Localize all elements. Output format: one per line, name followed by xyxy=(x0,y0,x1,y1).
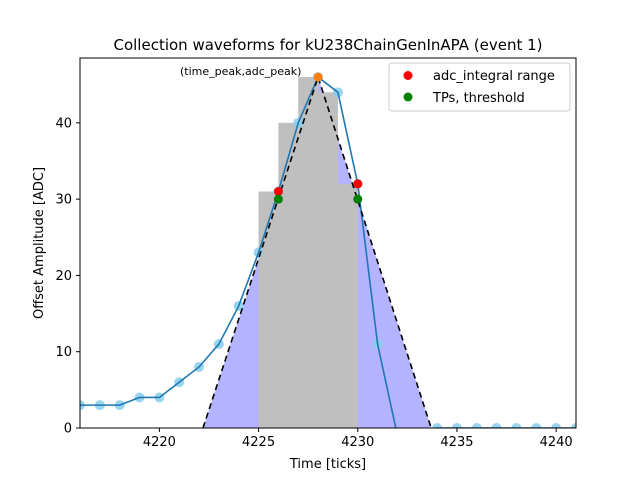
legend-box xyxy=(388,62,571,112)
plot-area xyxy=(80,72,576,441)
waveform-point xyxy=(471,423,482,428)
waveform-point xyxy=(392,431,402,441)
peak-marker xyxy=(313,72,323,82)
waveform-point xyxy=(511,423,522,428)
x-tick-label: 4235 xyxy=(440,435,473,450)
waveform-point xyxy=(531,423,542,428)
triangle-outline xyxy=(202,74,432,428)
x-tick-label: 4240 xyxy=(540,435,573,450)
y-axis-label: Offset Amplitude [ADC] xyxy=(32,167,47,319)
waveform-point xyxy=(412,431,422,441)
plot-frame xyxy=(79,57,577,429)
tp-threshold-point xyxy=(353,194,363,204)
waveform-line xyxy=(80,75,576,428)
tp-threshold-point xyxy=(273,194,283,204)
legend: adc_integral range TPs, threshold xyxy=(388,62,571,112)
y-tick-label: 30 xyxy=(55,193,72,208)
adc-integral-point xyxy=(273,187,283,197)
waveform-point xyxy=(571,423,576,428)
waveform-point xyxy=(451,423,462,428)
tp-bar xyxy=(298,77,319,428)
x-axis-ticks: 4220 4225 4230 4235 4240 xyxy=(143,428,573,450)
legend-label-adc-integral-range: adc_integral range xyxy=(433,69,555,84)
y-tick-label: 40 xyxy=(55,116,72,131)
tp-bar xyxy=(278,122,299,428)
x-tick-label: 4225 xyxy=(242,435,275,450)
tp-bar xyxy=(337,183,358,428)
legend-marker-tp-threshold xyxy=(403,92,413,102)
peak-annotation: (time_peak,adc_peak) xyxy=(180,65,301,78)
x-axis-label: Time [ticks] xyxy=(289,457,366,472)
x-tick-label: 4220 xyxy=(143,435,176,450)
waveform-point xyxy=(491,423,502,428)
tp-bar xyxy=(258,191,279,428)
x-tick-label: 4230 xyxy=(341,435,374,450)
y-tick-label: 0 xyxy=(64,422,72,437)
legend-marker-adc-integral-range xyxy=(403,71,413,80)
chart-title: Collection waveforms for kU238ChainGenIn… xyxy=(113,36,542,54)
waveform-point xyxy=(432,423,443,428)
legend-label-tp-threshold: TPs, threshold xyxy=(432,91,525,106)
y-tick-label: 20 xyxy=(55,269,72,284)
tp-bar xyxy=(318,92,338,428)
y-axis-ticks: 0 10 20 30 40 xyxy=(55,116,80,437)
y-tick-label: 10 xyxy=(55,345,72,360)
adc-integral-point xyxy=(353,179,363,189)
waveform-point xyxy=(551,423,562,428)
